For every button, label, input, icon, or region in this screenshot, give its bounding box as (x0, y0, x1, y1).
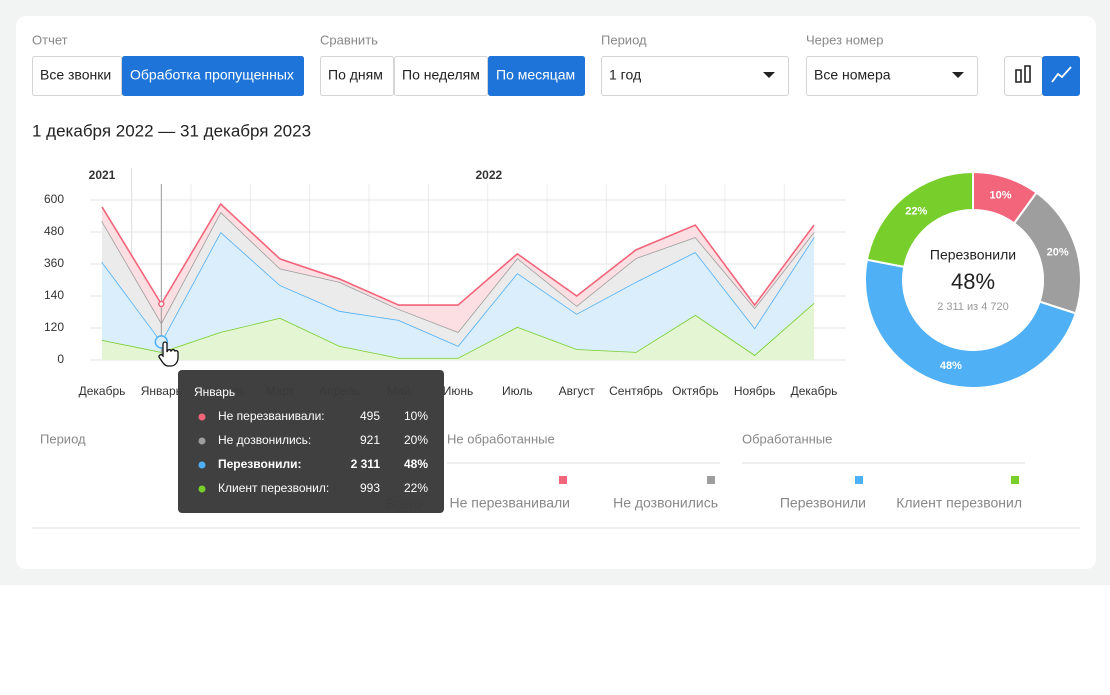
tooltip-dot (198, 461, 206, 469)
tooltip-pct: 10% (404, 409, 428, 423)
donut-label: 20% (1047, 246, 1069, 258)
tooltip-pct: 48% (404, 457, 428, 471)
select-label: Период (601, 32, 647, 47)
cursor (158, 341, 179, 367)
legend-swatch (559, 476, 567, 484)
area-band (102, 232, 814, 358)
area-band (102, 204, 814, 332)
tooltip-dot (198, 437, 206, 445)
tooltip-name: Перезвонили: (218, 457, 301, 471)
donut-label: 48% (940, 360, 962, 372)
legend-swatch (855, 476, 863, 484)
select-label: Через номер (806, 32, 883, 47)
select-value: 1 год (609, 67, 641, 83)
tooltip-pct: 22% (404, 481, 428, 495)
tooltip-name: Не перезванивали: (218, 409, 325, 423)
year-label: 2022 (475, 168, 502, 182)
y-tick-label: 480 (44, 224, 64, 238)
donut-segment (864, 258, 1077, 389)
toggle-label: Обработка пропущенных (130, 67, 294, 83)
table-header: Период (40, 431, 86, 446)
column-header: Не перезванивали (449, 495, 570, 511)
tooltip (178, 370, 444, 513)
bar-view-button[interactable] (1004, 56, 1043, 96)
donut-segment (865, 170, 974, 269)
column-header: Не дозвонились (613, 495, 718, 511)
tooltip-count: 921 (360, 433, 380, 447)
tooltip-count: 2 311 (351, 457, 381, 471)
donut-label: 22% (905, 205, 927, 217)
toggle-label: Все звонки (40, 67, 111, 83)
select-value: Все номера (814, 67, 891, 83)
donut-label: 10% (989, 189, 1011, 201)
toggle-button[interactable] (122, 56, 304, 96)
tooltip-dot (198, 485, 206, 493)
area-band (102, 302, 814, 360)
x-tick-label: Сентябрь (609, 384, 663, 398)
select[interactable] (806, 56, 978, 96)
legend-swatch (707, 476, 715, 484)
area-line (101, 202, 815, 307)
dropdown-arrow (952, 72, 964, 78)
toggle-label: По месяцам (496, 67, 575, 83)
tooltip-count: 495 (360, 409, 380, 423)
y-tick-label: 120 (44, 320, 64, 334)
line-icon (1051, 66, 1072, 83)
legend-swatch (1011, 476, 1019, 484)
donut-center-subtitle: 2 311 из 4 720 (937, 301, 1009, 313)
tooltip-count: 993 (360, 481, 380, 495)
dropdown-arrow (763, 72, 775, 78)
x-tick-label: Январь (141, 384, 182, 398)
filter-label: Отчет (32, 32, 68, 47)
x-tick-label: Август (559, 384, 596, 398)
x-tick-label: Июнь (443, 384, 474, 398)
filter-label: Сравнить (320, 32, 378, 47)
tooltip-name: Не дозвонились: (218, 433, 311, 447)
y-tick-label: 0 (57, 352, 64, 366)
group-header: Обработанные (742, 431, 832, 446)
y-tick-label: 360 (44, 256, 64, 270)
donut-center-value: 48% (951, 269, 995, 294)
toggle-button[interactable] (320, 56, 394, 96)
date-range: 1 декабря 2022 — 31 декабря 2023 (32, 121, 311, 140)
bar-icon (1015, 65, 1031, 83)
toggle-button[interactable] (394, 56, 488, 96)
x-tick-label: Ноябрь (734, 384, 776, 398)
x-tick-label: Июль (502, 384, 533, 398)
y-tick-label: 600 (44, 192, 64, 206)
donut-center-title: Перезвонили (930, 247, 1016, 263)
column-header: Клиент перезвонил (896, 495, 1022, 511)
group-header: Не обработанные (447, 431, 555, 446)
toggle-button[interactable] (32, 56, 122, 96)
tooltip-dot (198, 413, 206, 421)
year-label: 2021 (89, 168, 116, 182)
y-tick-label: 140 (44, 288, 64, 302)
tooltip-name: Клиент перезвонил: (218, 481, 329, 495)
tooltip-pct: 20% (404, 433, 428, 447)
select[interactable] (601, 56, 789, 96)
x-tick-label: Декабрь (791, 384, 838, 398)
x-tick-label: Октябрь (672, 384, 719, 398)
toggle-button[interactable] (488, 56, 585, 96)
hover-point (158, 300, 165, 308)
column-header: Перезвонили (780, 495, 866, 511)
x-tick-label: Декабрь (79, 384, 126, 398)
toggle-label: По неделям (402, 67, 480, 83)
toggle-label: По дням (328, 67, 383, 83)
tooltip-title: Январь (194, 385, 235, 399)
